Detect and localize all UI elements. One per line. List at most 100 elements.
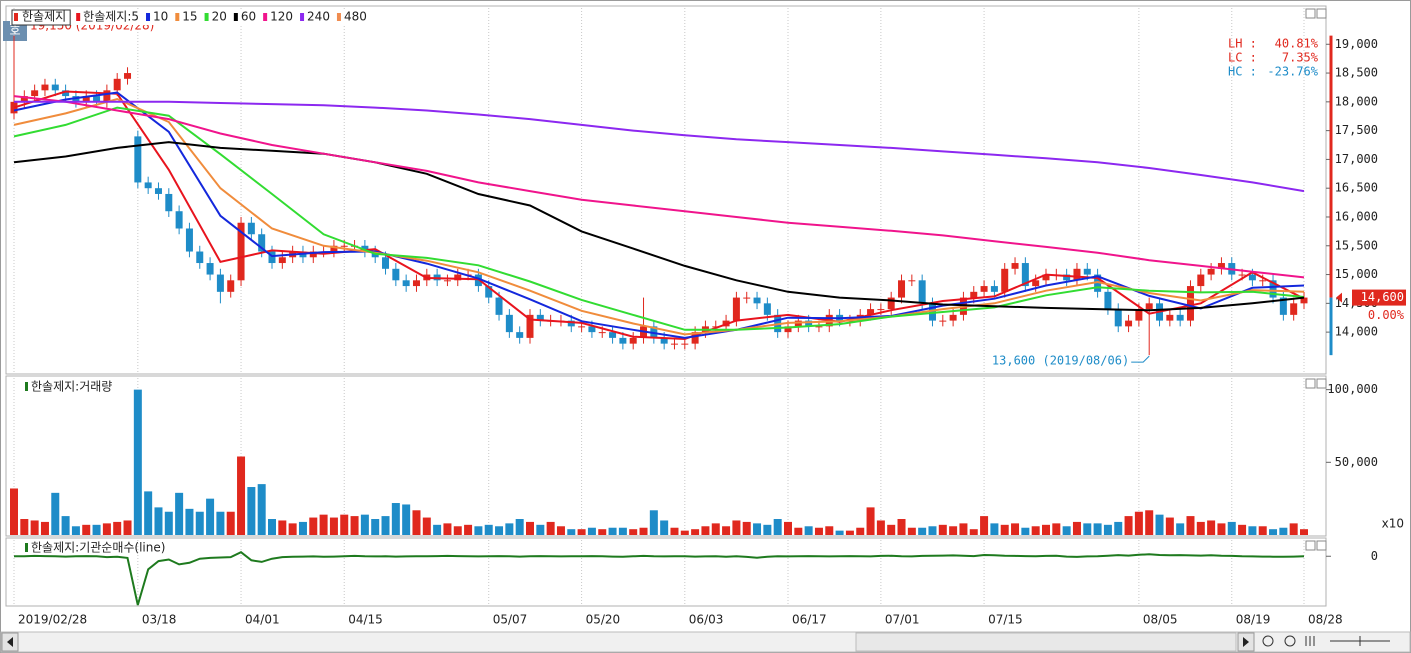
legend-label: 480 <box>344 10 367 24</box>
legend-swatch <box>263 13 268 21</box>
volume-bar <box>897 519 906 535</box>
candle-body <box>216 274 224 292</box>
badge-box[interactable] <box>3 21 27 41</box>
candle-body <box>361 245 369 252</box>
zoom-out-button[interactable] <box>1262 635 1274 647</box>
pane-max-button[interactable] <box>1305 540 1316 551</box>
candle-body <box>1145 303 1153 310</box>
legend-swatch <box>175 13 180 21</box>
zoom-in-button[interactable] <box>1284 635 1296 647</box>
x-tick-label: 04/01 <box>245 613 280 627</box>
volume-bar <box>216 511 225 535</box>
volume-bar <box>51 492 60 535</box>
legend-bg <box>10 9 420 25</box>
pane-close-button[interactable] <box>1316 8 1327 19</box>
volume-bar <box>1114 521 1123 535</box>
volume-bar <box>144 491 153 535</box>
candle-body <box>980 286 988 292</box>
pane-swatch <box>25 382 28 391</box>
candle-body <box>1001 268 1009 292</box>
volume-bar <box>268 519 276 535</box>
y-tick-label: 18,500 <box>1335 66 1378 80</box>
pane-max-button[interactable] <box>1305 378 1316 389</box>
candle-body <box>1073 268 1081 281</box>
low-note: 13,600 (2019/08/06) <box>992 354 1129 368</box>
volume-bar <box>298 521 307 535</box>
volume-bar <box>959 523 968 535</box>
candle-body <box>516 332 524 338</box>
legend-label: 15 <box>182 10 197 24</box>
volume-bar <box>505 523 514 535</box>
candle-body <box>309 251 317 258</box>
candle-body <box>278 257 286 264</box>
candle-body <box>93 96 101 102</box>
candle-body <box>732 297 740 321</box>
candle-body <box>712 326 720 328</box>
volume-bar <box>1145 510 1154 535</box>
volume-bar <box>185 508 194 535</box>
pane-max-button[interactable] <box>1305 8 1316 19</box>
volume-bar <box>82 524 91 535</box>
candle-body <box>51 84 59 91</box>
y-tick-label: 100,000 <box>1327 382 1378 396</box>
moving-average-line <box>13 91 1305 339</box>
volume-bar <box>464 524 473 535</box>
current-price-box <box>1352 289 1406 306</box>
volume-bar <box>422 517 431 535</box>
candle-body <box>258 234 266 252</box>
current-price: 14,600 <box>1361 290 1404 304</box>
zoom-slider[interactable] <box>1305 636 1390 646</box>
volume-bar <box>670 527 679 535</box>
candle-body <box>1114 309 1122 327</box>
volume-bar <box>1217 523 1226 535</box>
pane-close-button[interactable] <box>1316 540 1327 551</box>
volume-bar <box>887 524 896 535</box>
pane-close-button[interactable] <box>1316 378 1327 389</box>
volume-bar <box>907 527 916 535</box>
candle-body <box>113 78 121 91</box>
candle-body <box>526 314 534 338</box>
badge[interactable]: 호 <box>9 24 20 38</box>
volume-bar <box>732 520 741 535</box>
volume-bar <box>980 516 989 535</box>
legend-swatch <box>336 13 341 21</box>
y-tick-label: 15,000 <box>1335 267 1378 281</box>
candle-body <box>898 280 906 298</box>
volume-bar <box>20 519 29 535</box>
candle-body <box>588 326 596 333</box>
scroll-left-arrow <box>7 637 13 647</box>
candle-body <box>1176 314 1184 321</box>
volume-bar <box>1000 524 1009 535</box>
volume-bar <box>649 510 658 535</box>
candle-body <box>877 309 885 311</box>
volume-bar <box>856 527 865 535</box>
candle-body <box>1217 263 1225 269</box>
volume-bar <box>1186 516 1195 535</box>
volume-bar <box>360 514 369 535</box>
volume-pane <box>5 375 1327 537</box>
candle-body <box>1063 274 1071 281</box>
pane-buttons[interactable] <box>1305 8 1327 551</box>
stat-value: 7.35% <box>1282 51 1319 65</box>
candle-body <box>815 326 823 328</box>
candle-body <box>1290 303 1298 315</box>
price-pane <box>5 5 1327 375</box>
candle-body <box>1269 280 1277 298</box>
candle-body <box>949 314 957 321</box>
volume-bar <box>71 526 80 535</box>
candle-body <box>412 280 420 287</box>
legend-label: 120 <box>270 10 293 24</box>
volume-bar <box>102 523 111 535</box>
volume-bar <box>340 514 349 535</box>
candle-body <box>908 280 916 282</box>
volume-bar <box>443 523 452 535</box>
legend-label: 한솔제지:5 <box>83 10 139 24</box>
volume-bar <box>660 520 669 535</box>
legend-label: 20 <box>212 10 227 24</box>
scroll-thumb[interactable] <box>855 632 1237 652</box>
pane-swatch <box>25 543 28 552</box>
volume-bar <box>1176 523 1185 535</box>
moving-average-line <box>13 95 1305 279</box>
volume-bar <box>918 527 927 535</box>
